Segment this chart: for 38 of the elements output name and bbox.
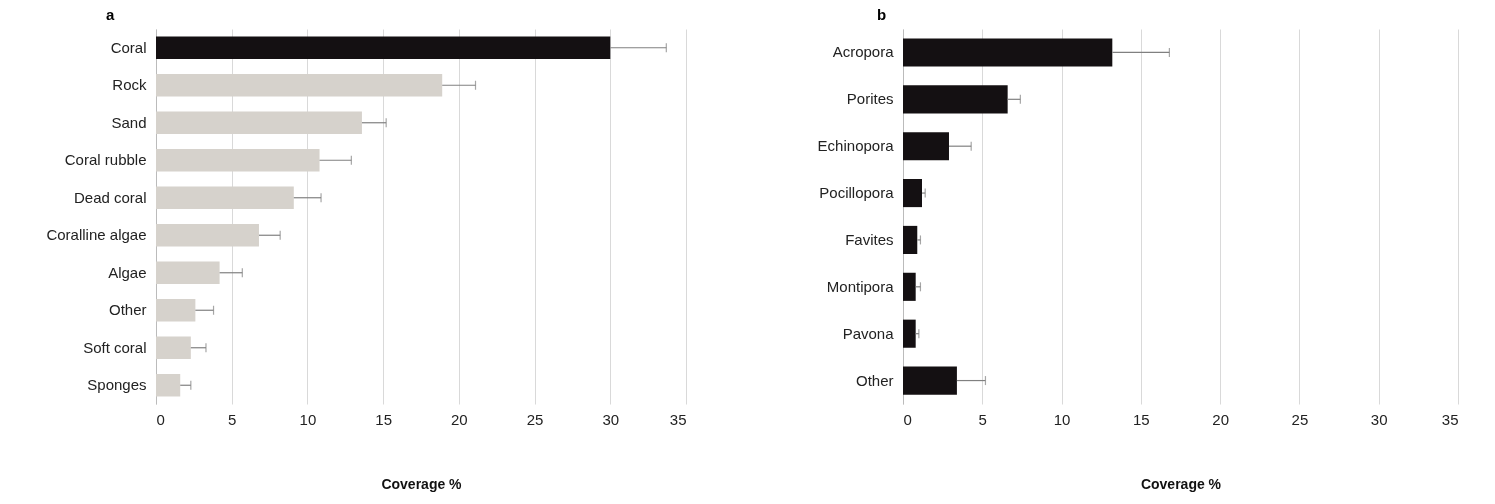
x-axis-title: Coverage %: [1140, 475, 1222, 492]
x-tick-label: 5: [228, 410, 237, 428]
chart-title: a: [105, 6, 115, 23]
x-tick-label: 10: [299, 410, 317, 428]
y-tick-label: Porites: [846, 90, 894, 108]
x-tick-label: 30: [602, 410, 620, 428]
x-tick-label: 15: [1133, 410, 1150, 428]
x-tick-label: 20: [451, 410, 468, 428]
x-tick-label: 0: [156, 410, 165, 428]
x-tick-label: 20: [1212, 410, 1229, 428]
x-tick-label: 0: [903, 410, 912, 428]
chart-title: b: [877, 6, 887, 23]
y-tick-label: Coral rubble: [64, 151, 147, 169]
y-tick-label: Sponges: [87, 376, 147, 394]
x-tick-label: 35: [1441, 410, 1459, 428]
y-tick-label: Soft coral: [83, 338, 147, 356]
x-axis-title: Coverage %: [381, 475, 463, 492]
y-tick-label: Sand: [111, 113, 147, 131]
x-tick-label: 10: [1053, 410, 1071, 428]
x-tick-label: 5: [978, 410, 987, 428]
x-tick-label: 25: [526, 410, 544, 428]
y-tick-label: Pavona: [842, 324, 895, 342]
y-tick-label: Dead coral: [73, 188, 147, 206]
y-tick-label: Coral: [110, 38, 147, 56]
x-tick-label: 35: [669, 410, 687, 428]
x-tick-label: 15: [375, 410, 392, 428]
y-tick-label: Montipora: [826, 277, 895, 295]
y-tick-label: Pocillopora: [819, 184, 895, 202]
y-tick-label: Favites: [845, 230, 894, 248]
y-tick-label: Other: [855, 371, 894, 389]
y-tick-label: Coralline algae: [46, 226, 147, 244]
x-tick-label: 25: [1291, 410, 1309, 428]
y-tick-label: Other: [108, 301, 147, 319]
y-tick-label: Rock: [112, 76, 147, 94]
y-tick-label: Algae: [108, 263, 147, 281]
y-tick-label: Acropora: [832, 43, 895, 61]
y-tick-label: Echinopora: [817, 137, 895, 155]
x-tick-label: 30: [1370, 410, 1388, 428]
